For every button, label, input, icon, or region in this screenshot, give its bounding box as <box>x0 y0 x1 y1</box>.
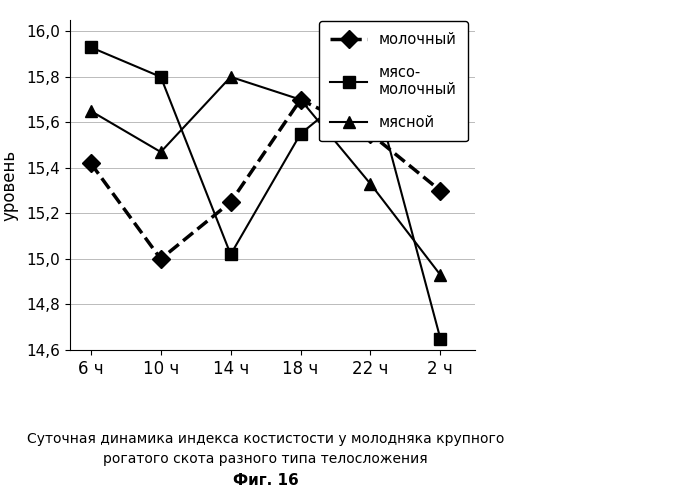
Text: Фиг. 16: Фиг. 16 <box>233 473 298 488</box>
Text: Суточная динамика индекса костистости у молодняка крупного: Суточная динамика индекса костистости у … <box>27 432 504 446</box>
Text: рогатого скота разного типа телосложения: рогатого скота разного типа телосложения <box>103 452 428 466</box>
Y-axis label: уровень: уровень <box>0 150 18 220</box>
Legend: молочный, мясо-
молочный, мясной: молочный, мясо- молочный, мясной <box>319 20 468 142</box>
